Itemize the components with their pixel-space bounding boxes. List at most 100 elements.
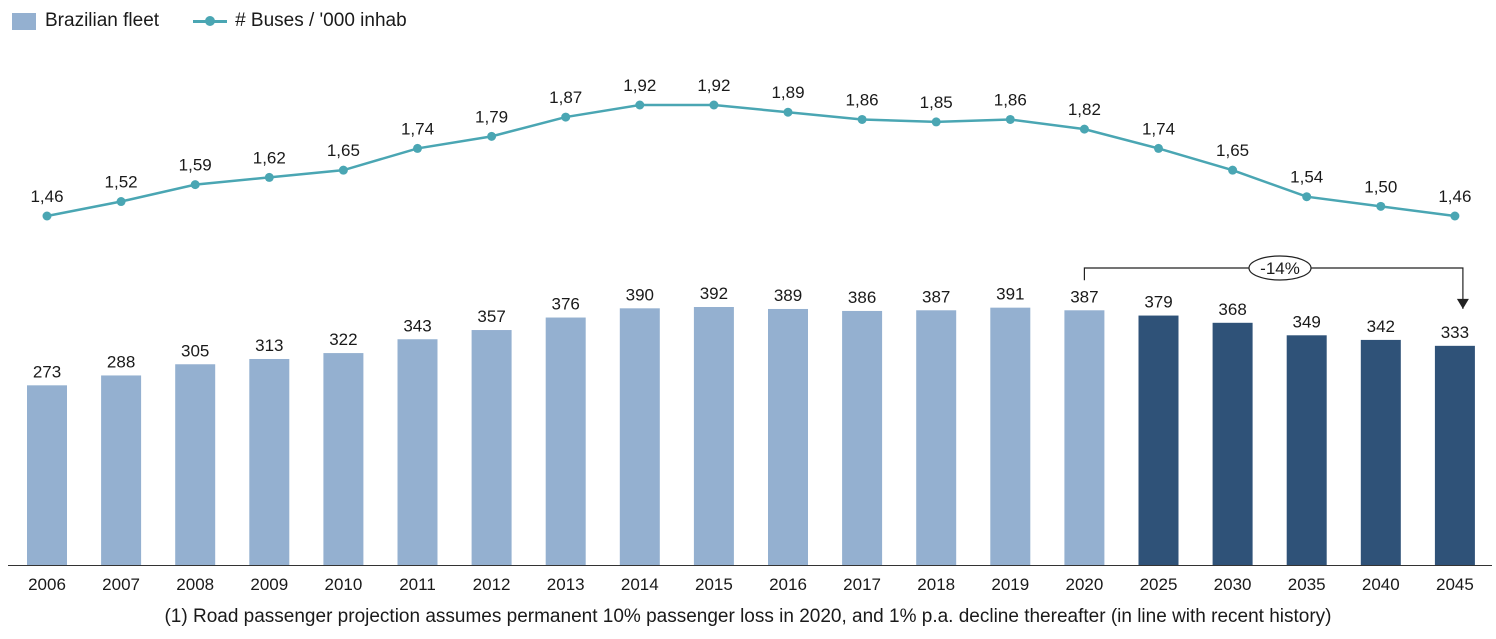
x-tick-label-2017: 2017 [843,575,881,594]
line-point-2017 [857,114,867,124]
line-series-buses-per-inhab [46,103,1456,218]
x-tick-label-2012: 2012 [473,575,511,594]
annotation-badge [1248,255,1312,281]
bar-2009 [249,358,290,565]
bar-value-label-2018: 387 [922,287,950,306]
line-value-label-2006: 1,46 [30,187,63,206]
bar-2013 [545,317,586,565]
line-point-2018 [931,117,941,127]
line-point-2013 [561,112,571,122]
chart-legend: Brazilian fleet # Buses / '000 inhab [12,10,441,32]
line-value-label-2008: 1,59 [179,156,212,175]
bar-value-label-2017: 386 [848,288,876,307]
x-tick-label-2040: 2040 [1362,575,1400,594]
x-tick-label-2013: 2013 [547,575,585,594]
bar-2030 [1212,322,1253,565]
bar-2008 [175,364,216,565]
legend-item-buses-per-inhab: # Buses / '000 inhab [193,10,407,32]
line-point-2012 [487,131,497,141]
x-tick-label-2011: 2011 [399,575,436,594]
bar-value-label-2008: 305 [181,341,209,360]
line-value-label-2009: 1,62 [253,148,286,167]
line-value-label-2007: 1,52 [105,173,138,192]
annotation-arrowhead [1456,298,1469,309]
x-tick-label-2045: 2045 [1436,575,1474,594]
x-tick-label-2019: 2019 [991,575,1029,594]
line-point-2008 [190,180,200,190]
line-value-label-2035: 1,54 [1290,168,1323,187]
bar-value-label-2015: 392 [700,284,728,303]
line-value-label-2045: 1,46 [1438,187,1471,206]
line-value-label-2040: 1,50 [1364,177,1397,196]
line-point-2015 [709,100,719,110]
line-point-2025 [1154,143,1163,153]
bar-value-label-2012: 357 [477,307,505,326]
bar-2016 [768,308,808,565]
line-value-label-2017: 1,86 [846,90,879,109]
line-value-label-2013: 1,87 [549,88,582,107]
line-point-2014 [635,100,645,110]
x-tick-label-2010: 2010 [324,575,362,594]
bar-value-label-2020: 387 [1070,287,1098,306]
line-point-2006 [42,211,52,221]
line-point-2009 [264,172,274,182]
bar-2017 [842,310,883,565]
bar-value-label-2006: 273 [33,362,61,381]
line-value-label-2012: 1,79 [475,107,508,126]
bar-value-label-2010: 322 [329,330,357,349]
bar-value-label-2014: 390 [626,285,654,304]
bar-2018 [916,310,957,565]
line-value-label-2019: 1,86 [994,90,1027,109]
bar-value-label-2045: 333 [1441,323,1469,342]
bar-value-label-2035: 349 [1293,312,1321,331]
legend-line-label: # Buses / '000 inhab [235,10,407,31]
line-point-2045 [1450,211,1460,221]
line-value-label-2014: 1,92 [623,76,656,95]
footnote: (1) Road passenger projection assumes pe… [164,606,1332,627]
line-point-2035 [1302,192,1312,202]
x-tick-label-2018: 2018 [917,575,955,594]
line-point-2030 [1228,165,1238,175]
combo-chart: 273 2006 288 2007 305 2008 313 2009 322 2010 343 20… [8,76,1492,594]
line-value-label-2011: 1,74 [401,119,434,138]
x-tick-label-2006: 2006 [28,575,66,594]
bar-2010 [323,353,364,565]
bar-2015 [693,307,734,565]
x-tick-label-2008: 2008 [176,575,214,594]
bar-2014 [619,308,660,565]
bar-value-label-2019: 391 [996,285,1024,304]
bar-2020 [1064,310,1105,565]
line-point-2040 [1376,201,1386,211]
line-value-label-2025: 1,74 [1142,119,1175,138]
bar-value-label-2040: 342 [1367,317,1395,336]
line-value-label-2015: 1,92 [697,76,730,95]
legend-line-swatch [193,13,228,30]
line-point-2020 [1079,124,1089,134]
line-value-label-2016: 1,89 [771,83,804,102]
x-tick-label-2007: 2007 [102,575,140,594]
bar-2007 [101,375,142,565]
bar-value-label-2025: 379 [1144,293,1172,312]
bar-2011 [397,339,438,565]
line-value-label-2010: 1,65 [327,141,360,160]
line-value-label-2020: 1,82 [1068,100,1101,119]
bar-value-label-2013: 376 [552,295,580,314]
x-tick-label-2015: 2015 [695,575,733,594]
bar-value-label-2030: 368 [1218,300,1246,319]
bar-2025 [1138,315,1179,565]
bar-2045 [1434,345,1475,565]
legend-item-fleet: Brazilian fleet [12,10,159,32]
bar-value-label-2009: 313 [255,336,283,355]
line-point-2010 [338,165,348,175]
annotation-label: -14% [1260,259,1300,278]
x-tick-label-2035: 2035 [1288,575,1326,594]
x-tick-label-2030: 2030 [1214,575,1252,594]
x-tick-label-2016: 2016 [769,575,807,594]
line-point-2011 [413,143,422,153]
bar-value-label-2011: 343 [403,316,431,335]
line-value-label-2030: 1,65 [1216,141,1249,160]
line-point-2016 [783,107,793,117]
legend-fleet-label: Brazilian fleet [45,10,160,31]
bar-2006 [27,385,67,565]
bar-value-label-2007: 288 [107,352,135,371]
